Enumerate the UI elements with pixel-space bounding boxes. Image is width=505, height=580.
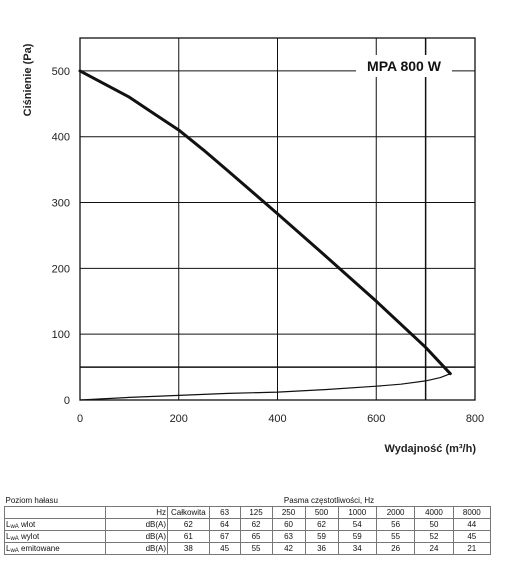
table-cell: 54 [337, 518, 377, 531]
table-header-row: Poziom hałasu Pasma częstotliwości, Hz [4, 495, 491, 507]
model-annotation: MPA 800 W [367, 58, 442, 74]
table-cell: 42 [271, 542, 306, 555]
table-cell: 44 [452, 518, 492, 531]
y-tick-labels: 0 100 200 300 400 500 [52, 66, 70, 407]
row-unit: dB(A) [105, 530, 169, 543]
column-header: 63 [208, 506, 241, 519]
noise-level-table: Poziom hałasu Pasma częstotliwości, Hz H… [3, 495, 492, 555]
table-cell: 63 [271, 530, 306, 543]
table-title: Poziom hałasu [4, 495, 168, 507]
column-header: 1000 [337, 506, 377, 519]
y-tick-label: 400 [52, 132, 70, 144]
table-cell: 52 [414, 530, 454, 543]
table-cell: 38 [167, 542, 210, 555]
table-cell: 56 [375, 518, 416, 531]
column-header: Całkowita [167, 506, 210, 519]
column-header: 125 [239, 506, 273, 519]
x-tick-label: 0 [77, 413, 83, 425]
table-cell: 62 [304, 518, 339, 531]
y-axis-title: Ciśnienie (Pa) [22, 43, 34, 116]
row-unit: dB(A) [105, 518, 169, 531]
table-cell: 45 [208, 542, 241, 555]
table-row: LwA emitowane dB(A) 38 45 55 42 36 34 26… [3, 542, 492, 555]
fan-performance-chart: 0 200 400 600 800 0 100 200 300 400 500 MPA 800 W… [22, 37, 484, 455]
series-layer [78, 69, 452, 401]
table-cell: 21 [452, 542, 492, 555]
table-cell: 50 [414, 518, 454, 531]
table-cell: 64 [208, 518, 241, 531]
table-cell: 62 [239, 518, 273, 531]
table-row: LwA wylot dB(A) 61 67 65 63 59 59 55 52 … [3, 530, 492, 543]
y-tick-label: 500 [52, 66, 70, 78]
table-cell [3, 506, 107, 519]
table-cell: 61 [167, 530, 210, 543]
table-cell: 62 [167, 518, 210, 531]
table-cell: 55 [239, 542, 273, 555]
table-cell: 59 [304, 530, 339, 543]
table-cell: 45 [452, 530, 492, 543]
row-label: LwA wylot [3, 530, 107, 543]
x-axis-title: Wydajność (m³/h) [385, 443, 477, 455]
x-tick-label: 800 [466, 413, 484, 425]
x-tick-label: 400 [268, 413, 286, 425]
reference-lines [80, 38, 475, 400]
unit-row-label: Hz [105, 506, 169, 519]
row-label: LwA wlot [3, 518, 107, 531]
x-tick-label: 200 [170, 413, 188, 425]
column-header-row: Hz Całkowita 63 125 250 500 1000 2000 40… [3, 506, 492, 519]
y-tick-label: 300 [52, 198, 70, 210]
table-cell: 26 [375, 542, 416, 555]
frequency-band-header: Pasma częstotliwości, Hz [167, 495, 491, 507]
lower-curve-line [79, 373, 451, 401]
table-cell: 60 [271, 518, 306, 531]
column-header: 8000 [452, 506, 492, 519]
column-header: 4000 [414, 506, 454, 519]
row-label: LwA emitowane [3, 542, 107, 555]
grid [80, 38, 475, 400]
table-cell: 24 [414, 542, 454, 555]
table-row: LwA wlot dB(A) 62 64 62 60 62 54 56 50 4… [3, 518, 492, 531]
column-header: 500 [304, 506, 339, 519]
pressure-curve-line [78, 69, 452, 376]
plot-frame [79, 37, 476, 401]
annotation-background [356, 55, 452, 77]
y-tick-label: 100 [52, 329, 70, 341]
column-header: 2000 [375, 506, 416, 519]
table-cell: 34 [337, 542, 377, 555]
y-tick-label: 200 [52, 263, 70, 275]
column-header: 250 [271, 506, 306, 519]
y-tick-label: 0 [64, 395, 70, 407]
x-tick-label: 600 [367, 413, 385, 425]
table-cell: 55 [375, 530, 416, 543]
row-unit: dB(A) [105, 542, 169, 555]
x-tick-labels: 0 200 400 600 800 [77, 413, 484, 425]
table-cell: 67 [208, 530, 241, 543]
table-cell: 59 [337, 530, 377, 543]
table-cell: 36 [304, 542, 339, 555]
table-cell: 65 [239, 530, 273, 543]
